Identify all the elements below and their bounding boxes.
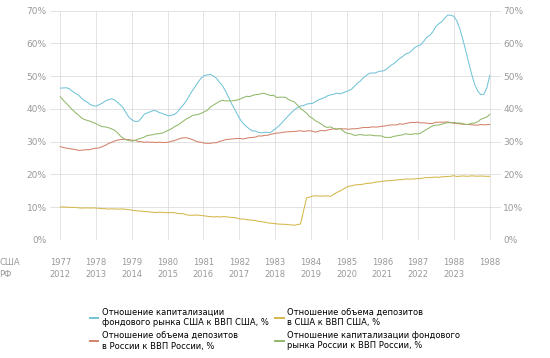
Text: 2019: 2019	[300, 270, 321, 279]
Text: 2020: 2020	[336, 270, 357, 279]
Text: 1986: 1986	[372, 258, 393, 267]
Text: 2021: 2021	[372, 270, 393, 279]
Text: 1982: 1982	[229, 258, 250, 267]
Text: 1988: 1988	[479, 258, 501, 267]
Text: 1987: 1987	[408, 258, 429, 267]
Text: 2023: 2023	[443, 270, 465, 279]
Legend: Отношение капитализации
фондового рынка США к ВВП США, %, Отношение объема депоз: Отношение капитализации фондового рынка …	[87, 305, 463, 354]
Text: 1988: 1988	[443, 258, 465, 267]
Text: 1985: 1985	[336, 258, 357, 267]
Text: РФ: РФ	[0, 270, 12, 279]
Text: 1979: 1979	[121, 258, 142, 267]
Text: 1983: 1983	[265, 258, 285, 267]
Text: 2016: 2016	[193, 270, 214, 279]
Text: 2014: 2014	[122, 270, 142, 279]
Text: 2013: 2013	[85, 270, 107, 279]
Text: 1980: 1980	[157, 258, 178, 267]
Text: 2015: 2015	[157, 270, 178, 279]
Text: 2012: 2012	[50, 270, 71, 279]
Text: 2022: 2022	[408, 270, 428, 279]
Text: 2018: 2018	[265, 270, 285, 279]
Text: 1978: 1978	[85, 258, 107, 267]
Text: США: США	[0, 258, 20, 267]
Text: 1977: 1977	[50, 258, 71, 267]
Text: 1984: 1984	[300, 258, 321, 267]
Text: 1981: 1981	[193, 258, 214, 267]
Text: 2017: 2017	[229, 270, 250, 279]
